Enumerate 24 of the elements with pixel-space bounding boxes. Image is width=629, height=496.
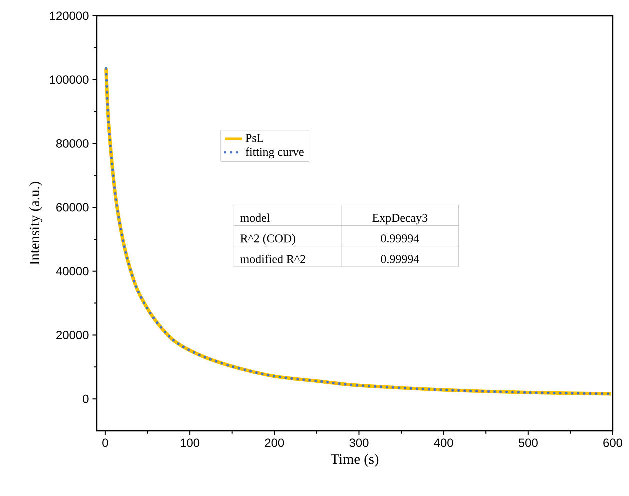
y-axis-title: Intensity (a.u.): [29, 182, 42, 266]
annotation: model: [240, 214, 270, 222]
y-tick-label: 0: [83, 394, 89, 404]
x-tick-label: 500: [518, 438, 538, 448]
x-tick-label: 200: [265, 438, 284, 448]
x-tick-label: 100: [180, 438, 200, 448]
annotation: R^2 (COD): [240, 234, 296, 246]
x-tick-label: 600: [604, 438, 623, 448]
legend-label: PsL: [246, 134, 264, 142]
y-tick-label: 20000: [56, 331, 89, 340]
annotation: 0.99994: [381, 234, 420, 243]
y-tick-label: 100000: [50, 76, 89, 84]
y-tick-label: 40000: [56, 267, 89, 276]
y-tick-label: 80000: [56, 139, 89, 148]
legend-label: fitting curve: [246, 148, 304, 159]
x-tick-label: 400: [434, 438, 454, 448]
x-axis-title: Time (s): [331, 454, 379, 468]
x-tick-label: 300: [350, 438, 369, 448]
annotation: 0.99994: [381, 255, 420, 264]
y-tick-label: 120000: [50, 12, 89, 20]
x-tick-label: 0: [102, 438, 108, 448]
annotation: ExpDecay3: [372, 214, 428, 225]
y-tick-label: 60000: [56, 203, 89, 212]
annotation: modified R^2: [240, 254, 306, 264]
